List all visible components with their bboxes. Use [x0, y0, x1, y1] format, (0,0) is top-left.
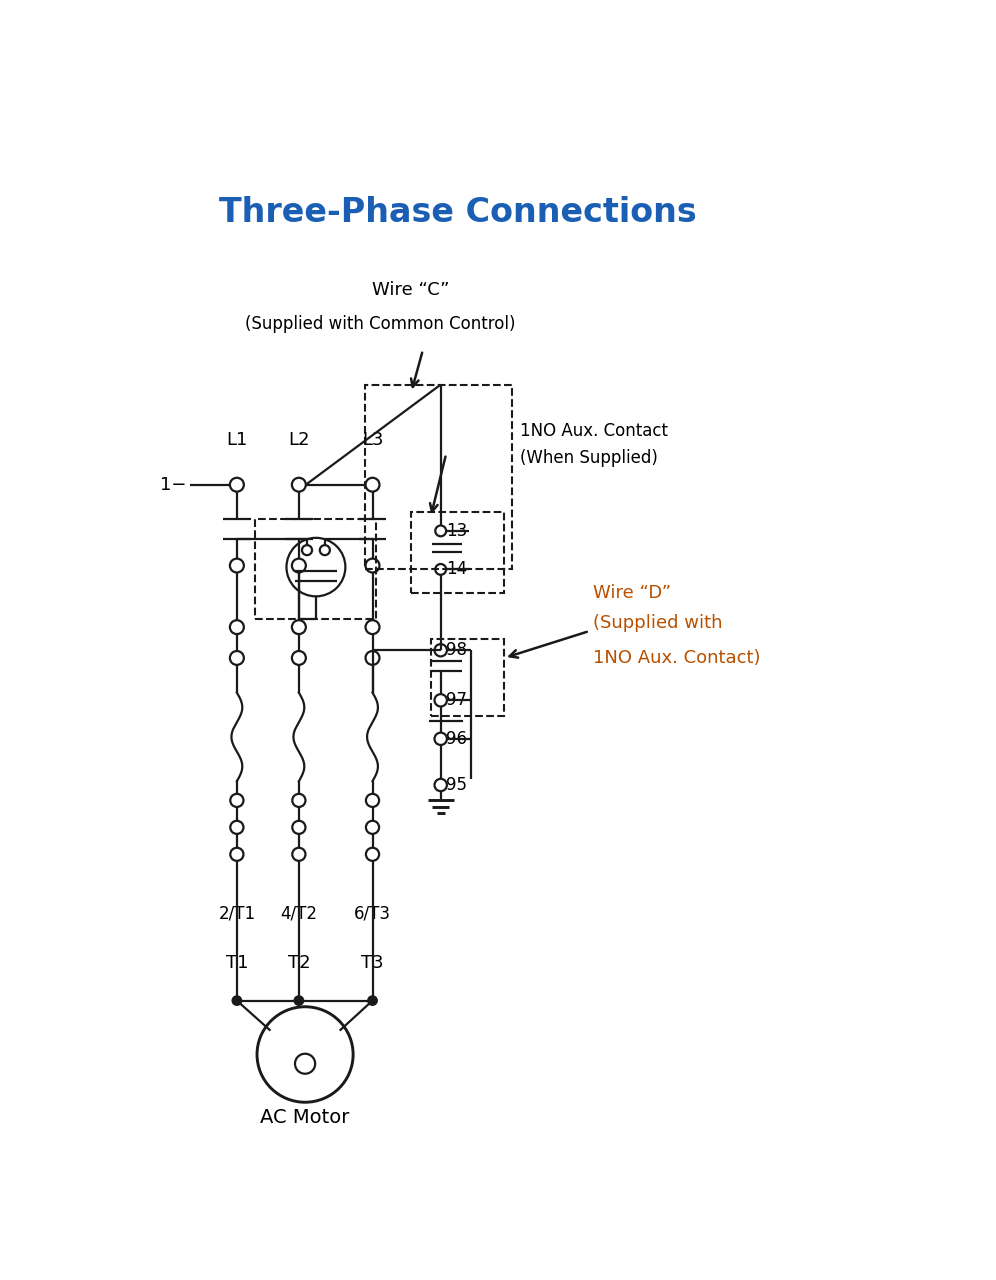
Bar: [365, 384, 512, 570]
Text: T2: T2: [288, 955, 310, 973]
Text: 1NO Aux. Contact): 1NO Aux. Contact): [594, 649, 761, 667]
Text: T3: T3: [362, 955, 383, 973]
Text: L2: L2: [288, 431, 310, 449]
Bar: [430, 639, 504, 716]
Text: Wire “D”: Wire “D”: [594, 584, 671, 602]
Text: 14: 14: [446, 561, 467, 579]
Text: (Supplied with Common Control): (Supplied with Common Control): [245, 315, 516, 333]
Text: 6/T3: 6/T3: [354, 905, 391, 923]
Text: T1: T1: [226, 955, 248, 973]
Text: (Supplied with: (Supplied with: [594, 614, 723, 632]
Text: 2/T1: 2/T1: [218, 905, 255, 923]
Text: 96: 96: [446, 730, 467, 748]
Circle shape: [368, 996, 377, 1006]
Text: L1: L1: [226, 431, 248, 449]
Circle shape: [231, 996, 242, 1006]
Text: 95: 95: [446, 776, 467, 794]
Text: 13: 13: [446, 522, 467, 540]
Text: Three-Phase Connections: Three-Phase Connections: [219, 196, 696, 229]
Text: 98: 98: [446, 641, 467, 659]
Bar: [255, 520, 376, 620]
Bar: [411, 512, 504, 593]
Text: AC Motor: AC Motor: [260, 1108, 350, 1128]
Text: L3: L3: [362, 431, 383, 449]
Text: 1−: 1−: [160, 476, 186, 494]
Text: 1NO Aux. Contact: 1NO Aux. Contact: [520, 422, 667, 440]
Text: 97: 97: [446, 691, 467, 709]
Text: Wire “C”: Wire “C”: [373, 280, 450, 298]
Circle shape: [294, 996, 305, 1006]
Text: (When Supplied): (When Supplied): [520, 449, 657, 467]
Text: 4/T2: 4/T2: [281, 905, 318, 923]
